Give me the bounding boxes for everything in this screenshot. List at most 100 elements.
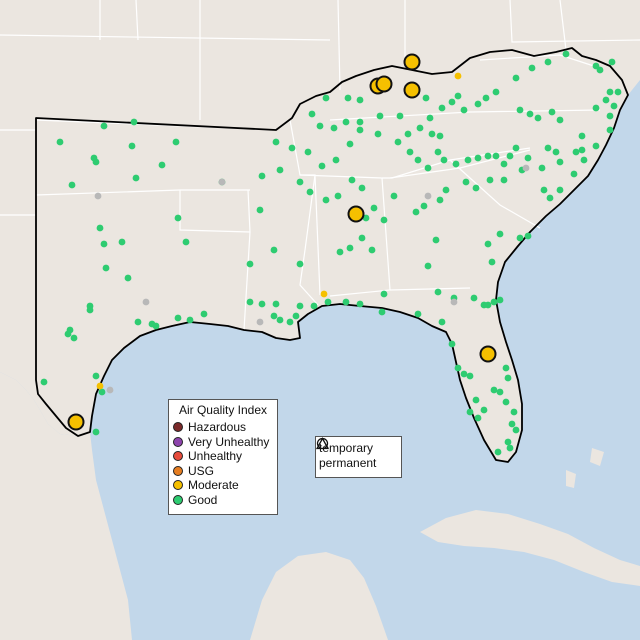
station-good [420,202,428,210]
station-good [64,330,72,338]
station-good [118,238,126,246]
legend-label: temporary [319,440,374,455]
station-good [552,148,560,156]
station-good [182,238,190,246]
station-good [396,112,404,120]
moderate-swatch [173,480,183,491]
station-moderate-temporary [67,413,85,431]
station-good [316,122,324,130]
unhealthy-swatch [173,451,183,462]
station-good [448,98,456,106]
station-good [158,161,166,169]
station-good [288,144,296,152]
legend-item-unhealthy: Unhealthy [169,449,277,464]
legend-item-good: Good [169,493,277,508]
station-good [426,114,434,122]
station-good [322,94,330,102]
station-good [346,244,354,252]
station-good [310,302,318,310]
station-no-data [106,386,114,394]
station-good [96,224,104,232]
station-good [358,234,366,242]
station-good [528,64,536,72]
station-good [500,160,508,168]
land-yucatan [250,552,388,640]
station-good [102,264,110,272]
station-good [246,298,254,306]
station-good [70,334,78,342]
station-good [438,104,446,112]
station-good [434,148,442,156]
aqi-legend: Air Quality Index Hazardous Very Unhealt… [168,399,278,515]
state-border [337,0,341,91]
station-good [524,154,532,162]
station-good [370,204,378,212]
station-good [404,130,412,138]
aqi-legend-title: Air Quality Index [178,403,268,417]
station-good [346,140,354,148]
legend-item-very-unhealthy: Very Unhealthy [169,435,277,450]
station-good [480,406,488,414]
station-good [490,298,498,306]
station-good [306,188,314,196]
station-good [484,240,492,248]
station-good [246,260,254,268]
station-moderate-temporary [347,205,365,223]
station-no-data [94,192,102,200]
station-good [524,232,532,240]
station-good [434,288,442,296]
state-border [299,174,383,179]
legend-item-permanent: permanent [316,437,401,470]
station-good [368,246,376,254]
station-good [100,240,108,248]
station-good [362,214,370,222]
station-good [496,388,504,396]
station-good [380,216,388,224]
station-good [454,364,462,372]
station-good [488,258,496,266]
station-good [296,178,304,186]
station-good [606,126,614,134]
station-good [342,298,350,306]
station-good [614,88,622,96]
station-good [502,398,510,406]
land-mexico [0,372,132,640]
station-good [356,300,364,308]
triangle-icon [316,437,329,450]
station-good [270,312,278,320]
state-border [135,0,139,41]
station-moderate-temporary [479,345,497,363]
station-good [98,388,106,396]
station-good [412,208,420,216]
station-good [296,302,304,310]
station-good [474,154,482,162]
station-good [506,444,514,452]
station-good [256,206,264,214]
station-no-data [142,298,150,306]
station-good [348,176,356,184]
station-good [556,116,564,124]
station-good [484,301,492,309]
state-border [179,190,251,233]
station-good [472,184,480,192]
station-good [424,164,432,172]
station-good [440,156,448,164]
station-good [436,132,444,140]
legend-label: permanent [319,455,377,470]
station-good [490,386,498,394]
station-good [510,408,518,416]
station-no-data [450,298,458,306]
station-moderate [320,290,328,298]
station-good [358,184,366,192]
station-good [556,158,564,166]
station-good [342,118,350,126]
station-good [100,122,108,130]
usg-swatch [173,465,183,476]
station-good [172,138,180,146]
very-unhealthy-swatch [173,436,183,447]
station-good [482,94,490,102]
station-good [546,194,554,202]
station-good [592,62,600,70]
station-good [322,196,330,204]
station-good [56,138,64,146]
